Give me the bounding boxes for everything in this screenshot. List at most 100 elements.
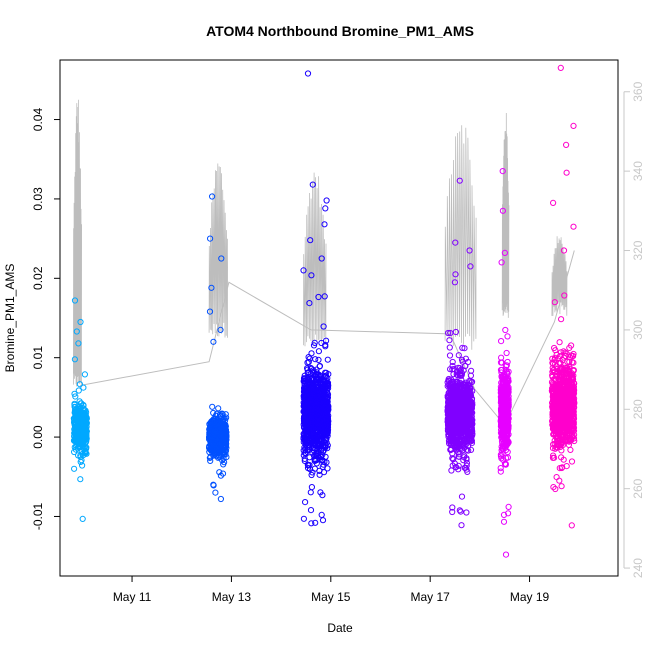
data-point <box>463 509 470 516</box>
data-point <box>453 368 461 375</box>
data-point <box>570 350 577 358</box>
data-point <box>321 221 328 228</box>
data-point <box>218 440 225 447</box>
data-point <box>315 348 322 355</box>
data-point <box>459 431 466 438</box>
data-point <box>313 366 320 373</box>
data-point <box>74 421 81 428</box>
data-point <box>555 355 562 362</box>
data-point <box>497 451 504 458</box>
data-point <box>308 484 315 491</box>
data-point <box>322 428 329 435</box>
data-point <box>458 493 466 500</box>
data-point <box>301 457 308 464</box>
data-point <box>71 356 79 363</box>
data-point <box>565 412 573 419</box>
data-point <box>207 235 214 242</box>
data-point <box>452 378 459 385</box>
data-point <box>315 356 322 363</box>
data-point <box>554 382 561 389</box>
data-point <box>305 441 313 448</box>
data-point <box>458 373 465 380</box>
data-point <box>570 223 577 230</box>
data-point <box>449 362 456 370</box>
data-point <box>451 416 458 423</box>
data-point <box>564 366 571 373</box>
data-point <box>571 399 578 406</box>
data-point <box>212 489 219 496</box>
data-point <box>308 272 315 279</box>
data-point <box>323 435 330 443</box>
y-tick-label: 0.04 <box>31 108 45 132</box>
data-point <box>316 363 323 370</box>
data-point <box>553 474 560 481</box>
data-point <box>553 351 560 358</box>
data-point <box>558 440 565 447</box>
data-point <box>455 352 462 359</box>
data-point <box>460 406 467 413</box>
data-point <box>80 452 87 459</box>
data-point <box>461 405 468 412</box>
data-point <box>223 444 230 451</box>
data-point <box>323 386 331 393</box>
data-point <box>498 259 505 266</box>
data-point <box>318 431 325 438</box>
data-point <box>210 338 217 345</box>
data-point <box>77 411 84 418</box>
data-point <box>449 504 456 511</box>
data-point <box>308 350 315 357</box>
y-tick-label: 0.01 <box>31 346 45 370</box>
data-point <box>560 403 567 410</box>
data-point <box>568 522 575 529</box>
data-point <box>448 446 455 453</box>
data-point <box>73 328 80 335</box>
data-point <box>505 389 512 396</box>
data-point <box>320 377 327 384</box>
secondary-trace-burst-5 <box>551 236 568 317</box>
data-point <box>215 426 222 433</box>
data-point <box>463 411 470 418</box>
data-point <box>322 205 329 212</box>
data-point <box>319 463 326 470</box>
data-point <box>209 433 216 440</box>
series-2 <box>300 70 332 527</box>
data-point <box>497 465 504 472</box>
data-point <box>300 447 307 454</box>
plot-area <box>70 64 578 558</box>
data-point <box>317 392 324 400</box>
data-point <box>557 437 564 444</box>
data-point <box>446 352 454 359</box>
data-point <box>457 508 464 515</box>
data-point <box>211 440 218 447</box>
data-point <box>304 375 311 382</box>
data-point <box>502 326 509 334</box>
x-tick-label: May 19 <box>510 590 550 604</box>
data-point <box>447 385 455 392</box>
data-point <box>306 355 313 362</box>
data-point <box>550 366 557 373</box>
data-point <box>75 438 82 445</box>
data-point <box>310 430 317 437</box>
data-point <box>71 420 78 427</box>
data-point <box>222 417 229 424</box>
data-point <box>502 363 509 370</box>
data-point <box>312 457 319 464</box>
data-point <box>553 398 560 405</box>
data-point <box>449 508 456 516</box>
x-axis-label: Date <box>327 621 353 635</box>
data-point <box>501 443 508 450</box>
data-point <box>568 374 575 382</box>
series-5 <box>548 64 578 529</box>
data-point <box>215 405 222 412</box>
data-point <box>312 445 319 452</box>
data-point <box>324 422 331 429</box>
data-point <box>81 371 89 378</box>
data-point <box>308 424 315 431</box>
data-point <box>563 169 570 176</box>
x-tick-label: May 13 <box>212 590 252 604</box>
data-point <box>501 385 508 392</box>
data-point <box>445 375 452 383</box>
data-point <box>465 447 472 454</box>
data-point <box>565 404 573 412</box>
data-point <box>499 168 506 175</box>
